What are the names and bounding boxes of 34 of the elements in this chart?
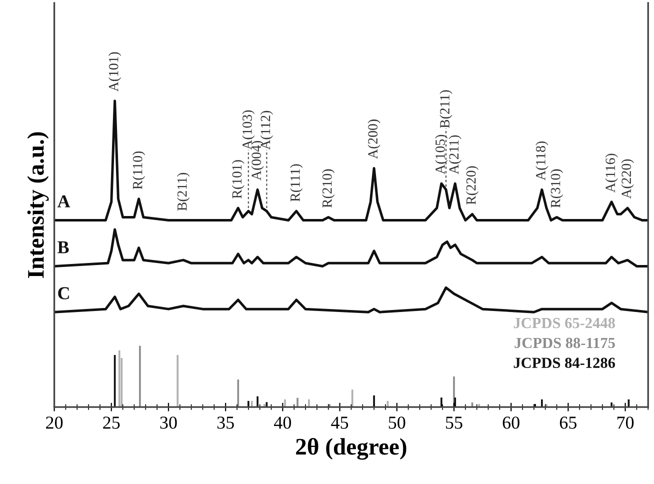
annotation: A(116) [605,154,618,193]
annotation: A(105) [435,134,448,174]
annotation: R(110) [132,151,146,190]
annotation: R(111) [290,164,303,202]
x-tick-label: 65 [560,416,576,429]
annotation: A(220) [621,159,634,199]
x-tick-label: 20 [46,416,63,429]
x-tick-label: 40 [274,416,292,429]
series-label: C [58,287,69,300]
annotation: B(211) [177,172,190,211]
x-tick-label: 45 [331,416,348,429]
x-tick-label: 25 [103,416,120,429]
x-axis-title: 2θ (degree) [296,438,406,460]
annotation: R(210) [322,169,335,208]
y-axis-title: Intensity (a.u.) [27,132,49,278]
x-tick-label: 50 [388,416,406,429]
text: JCPDS 84-1286 [514,358,616,368]
x-tick-label: 70 [617,416,634,429]
series-label: B [58,241,69,254]
x-tick-label: 55 [446,416,462,429]
annotation: A(200) [368,120,380,159]
text: JCPDS 88-1175 [514,338,615,348]
annotation: A(118) [536,142,548,180]
annotation: A(101) [108,52,122,92]
x-tick-label: 35 [217,416,234,429]
x-tick-label: 60 [502,416,520,429]
x-tick-label: 30 [160,416,177,429]
annotation: R(310) [550,169,564,208]
annotation: R(220) [466,166,479,205]
series-label: A [57,195,70,208]
text: JCPDS 65-2448 [514,318,615,328]
annotation: B(211) [440,90,452,128]
annotation: R(101) [232,160,244,198]
annotation: A(211) [448,135,462,174]
